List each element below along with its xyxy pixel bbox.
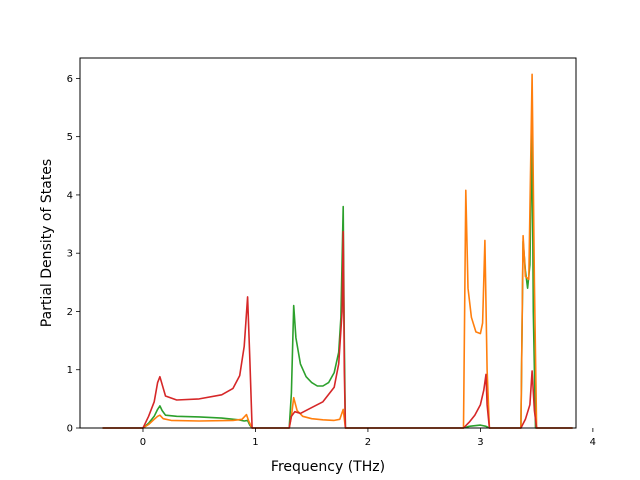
x-axis-label: Frequency (THz) (271, 459, 385, 475)
x-tick-label: 1 (252, 437, 258, 448)
y-tick-label: 5 (67, 132, 73, 143)
x-tick-label: 0 (140, 437, 146, 448)
plot-frame (79, 57, 577, 429)
y-tick-label: 6 (67, 74, 73, 85)
plot-area (80, 58, 576, 428)
x-tick-label: 4 (590, 437, 596, 448)
x-tick-label: 3 (477, 437, 483, 448)
x-tick-label: 2 (365, 437, 371, 448)
y-tick-label: 0 (67, 424, 73, 435)
y-tick-label: 3 (67, 249, 73, 260)
y-tick-label: 2 (67, 307, 73, 318)
y-tick-label: 1 (67, 365, 73, 376)
y-axis-label: Partial Density of States (39, 159, 55, 327)
series-line-3 (102, 230, 573, 429)
y-tick-label: 4 (67, 190, 73, 201)
y-axis-ticks: 0 1 2 3 4 5 6 (67, 74, 80, 435)
x-axis-ticks: 0 1 2 3 4 (140, 428, 596, 448)
